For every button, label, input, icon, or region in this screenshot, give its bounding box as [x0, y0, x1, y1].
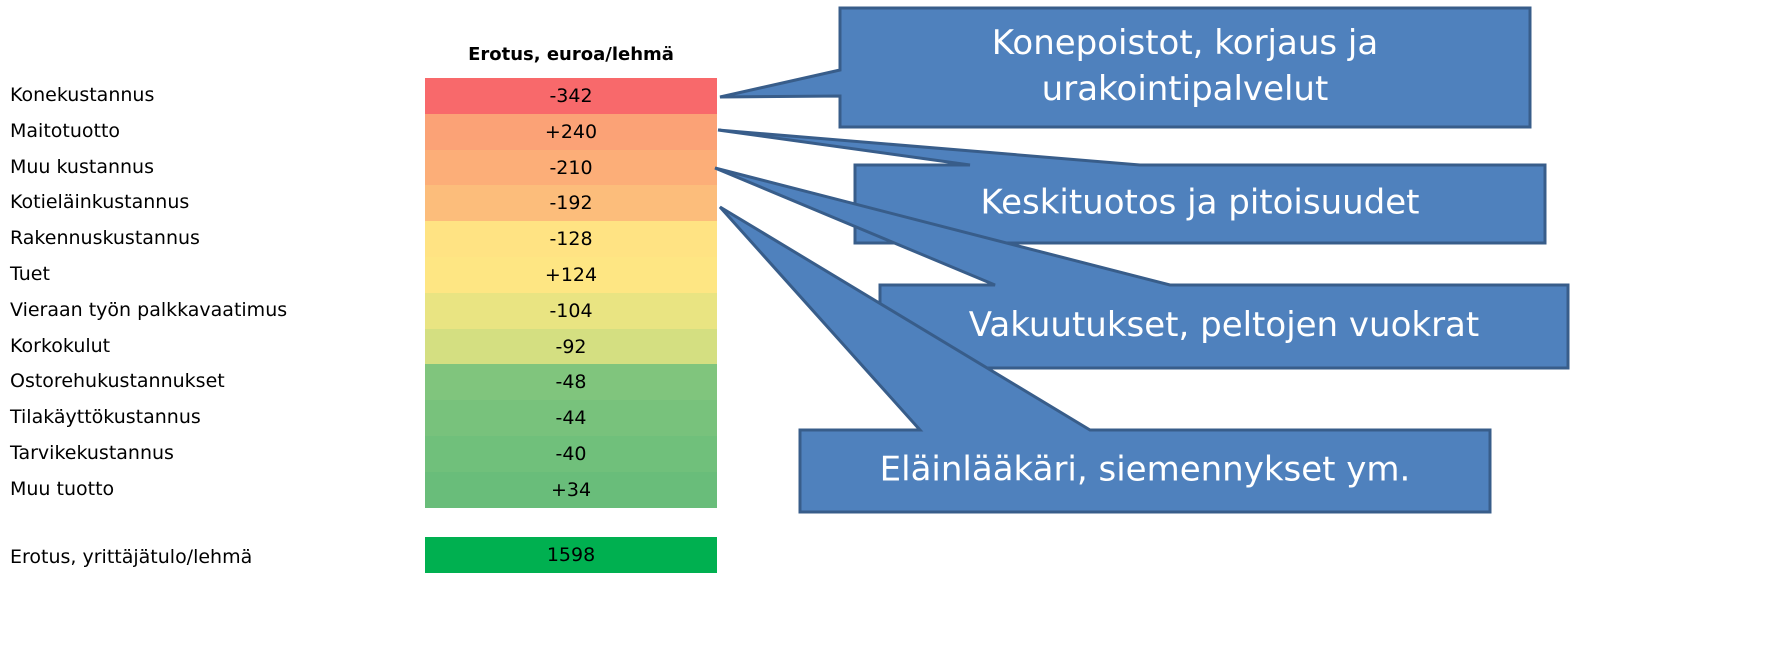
row-label: Muu tuotto [10, 477, 115, 500]
row-label: Kotieläinkustannus [10, 191, 190, 214]
row-value: -48 [425, 364, 717, 401]
row-value: -342 [425, 78, 717, 114]
callout-text: Eläinlääkäri, siemennykset ym. [880, 450, 1411, 490]
row-value: -128 [425, 221, 717, 258]
row-label: Rakennuskustannus [10, 227, 200, 250]
callout-shape [719, 6, 1532, 129]
callout-shape [718, 205, 1492, 514]
row-value: +34 [425, 471, 717, 508]
row-label: Korkokulut [10, 334, 111, 357]
row-label: Vieraan työn palkkavaatimus [10, 298, 288, 321]
row-label: Tarvikekustannus [10, 442, 174, 464]
row-label: Muu kustannus [10, 155, 154, 178]
callout-text: Konepoistot, korjaus ja [992, 23, 1378, 63]
callout-text: Vakuutukset, peltojen vuokrat [969, 305, 1479, 345]
column-header: Erotus, euroa/lehmä [468, 44, 674, 65]
total-value: 1598 [425, 537, 717, 573]
row-value: -192 [425, 185, 717, 222]
row-label: Ostorehukustannukset [10, 370, 225, 393]
row-label: Konekustannus [10, 84, 155, 106]
callout-shape [714, 166, 1570, 370]
row-label: Tilakäyttökustannus [10, 406, 201, 429]
row-value: -210 [425, 149, 717, 186]
row-value: -104 [425, 292, 717, 329]
row-value: +124 [425, 257, 717, 293]
callout-text: Keskituotos ja pitoisuudet [980, 183, 1419, 223]
row-value: -92 [425, 328, 717, 365]
row-label: Tuet [10, 263, 50, 285]
callout-text: urakointipalvelut [1042, 69, 1329, 109]
row-value: +240 [425, 113, 717, 150]
total-label: Erotus, yrittäjätulo/lehmä [10, 546, 253, 568]
row-label: Maitotuotto [10, 119, 121, 142]
row-value: -44 [425, 400, 717, 437]
row-value: -40 [425, 436, 717, 472]
